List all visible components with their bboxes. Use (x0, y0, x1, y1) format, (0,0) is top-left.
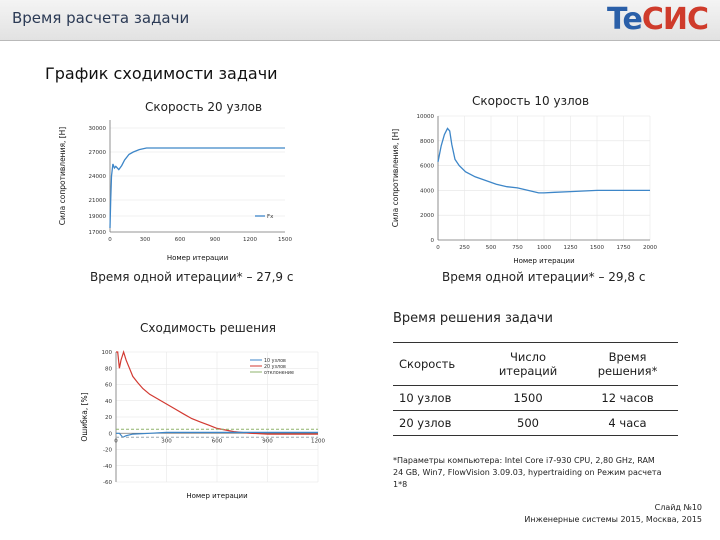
y-tick-label: 8000 (420, 139, 434, 145)
table-cell: 500 (479, 410, 578, 436)
x-tick-label: 750 (512, 245, 523, 251)
chart-convergence: 100806040200-20-40-6003006009001200Ошибк… (80, 350, 325, 500)
x-tick-label: 0 (108, 237, 112, 243)
y-axis-label: Ошибка, [%] (80, 392, 89, 441)
y-axis-label: Сила сопротивления, [H] (391, 129, 400, 228)
logo-part-sis: СИС (641, 2, 709, 37)
y-tick-label: -40 (103, 464, 112, 470)
table-row: 10 узлов 1500 12 часов (393, 385, 678, 411)
solve-time-table: Скорость Число итераций Время решения* 1… (393, 342, 678, 436)
x-tick-label: 1000 (537, 245, 551, 251)
table-header-iterations: Число итераций (479, 342, 578, 386)
chart-conv-title: Сходимость решения (140, 321, 277, 335)
y-tick-label: 19000 (89, 214, 107, 220)
x-tick-label: 250 (459, 245, 470, 251)
x-tick-label: 1750 (617, 245, 631, 251)
event-name: Инженерные системы 2015, Москва, 2015 (524, 515, 702, 524)
table-header-time: Время решения* (577, 342, 678, 386)
chart-left-force-20: 17000 19000 21000 24000 27000 30000 0 300 600 900… (58, 120, 292, 262)
computer-specs-footnote: *Параметры компьютера: Intel Core i7-930… (393, 456, 662, 489)
x-tick-label: 1250 (564, 245, 578, 251)
x-tick-label: 1200 (243, 237, 257, 243)
x-tick-label: 300 (161, 438, 172, 444)
x-tick-label: 600 (212, 438, 223, 444)
x-axis-label: Номер итерации (513, 257, 574, 265)
chart-right-force-10: 0 2000 4000 6000 8000 10000 0 250 500 750 1000 1250… (391, 114, 657, 265)
legend-label: отклонение (264, 371, 294, 376)
series-line (109, 147, 285, 229)
table-cell: 4 часа (577, 410, 678, 436)
x-tick-label: 300 (140, 237, 151, 243)
y-tick-label: 40 (105, 399, 112, 405)
header-title: Время расчета задачи (12, 9, 190, 27)
y-tick-label: 80 (105, 366, 112, 372)
y-tick-label: -20 (103, 448, 112, 454)
x-tick-label: 2000 (643, 245, 657, 251)
company-logo: TeСИС (607, 2, 709, 37)
x-tick-label: 1200 (311, 438, 325, 444)
table-title: Время решения задачи (393, 311, 553, 326)
y-tick-label: 4000 (420, 188, 434, 194)
chart-right-title: Скорость 10 узлов (472, 94, 590, 108)
y-tick-label: 20 (105, 415, 112, 421)
y-axis-label: Сила сопротивления, [H] (58, 127, 67, 226)
x-tick-label: 600 (175, 237, 186, 243)
slide-header: Время расчета задачи TeСИС (0, 0, 720, 41)
x-tick-label: 0 (436, 245, 440, 251)
chart-left-caption: Время одной итерации* – 27,9 с (90, 270, 294, 284)
table-header-speed: Скорость (393, 342, 479, 386)
table-cell: 12 часов (577, 385, 678, 411)
x-axis-label: Номер итерации (186, 492, 247, 500)
slide-number: Слайд №10 (654, 503, 702, 512)
table-header-row: Скорость Число итераций Время решения* (393, 342, 678, 386)
legend-label: 20 узлов (264, 364, 286, 370)
x-tick-label: 500 (486, 245, 497, 251)
y-tick-label: 6000 (420, 164, 434, 170)
x-tick-label: 900 (210, 237, 221, 243)
chart-right-caption: Время одной итерации* – 29,8 с (442, 270, 646, 284)
y-tick-label: 24000 (89, 174, 107, 180)
y-tick-label: 0 (431, 238, 435, 244)
y-tick-label: 10000 (417, 114, 435, 120)
x-tick-label: 1500 (590, 245, 604, 251)
y-tick-label: 0 (109, 431, 113, 437)
table-cell: 20 узлов (393, 410, 479, 436)
x-tick-label: 900 (262, 438, 273, 444)
table-cell: 1500 (479, 385, 578, 411)
legend-label: Fx (267, 214, 274, 220)
slide-footer: Слайд №10 Инженерные системы 2015, Москв… (524, 502, 702, 526)
y-tick-label: -60 (103, 480, 112, 486)
y-tick-label: 27000 (89, 150, 107, 156)
y-tick-label: 2000 (420, 213, 434, 219)
legend-label: 10 узлов (264, 358, 286, 364)
y-tick-label: 17000 (89, 230, 107, 236)
x-tick-label: 1500 (278, 237, 292, 243)
chart-left-title: Скорость 20 узлов (145, 100, 263, 114)
x-axis-label: Номер итерации (167, 254, 228, 262)
table-row: 20 узлов 500 4 часа (393, 410, 678, 436)
y-tick-label: 30000 (89, 126, 107, 132)
series-line (437, 127, 650, 194)
y-tick-label: 21000 (89, 198, 107, 204)
y-tick-label: 100 (102, 350, 113, 356)
logo-part-te: Te (607, 2, 643, 37)
y-tick-label: 60 (105, 383, 112, 389)
section-title: График сходимости задачи (45, 64, 278, 83)
table-cell: 10 узлов (393, 385, 479, 411)
